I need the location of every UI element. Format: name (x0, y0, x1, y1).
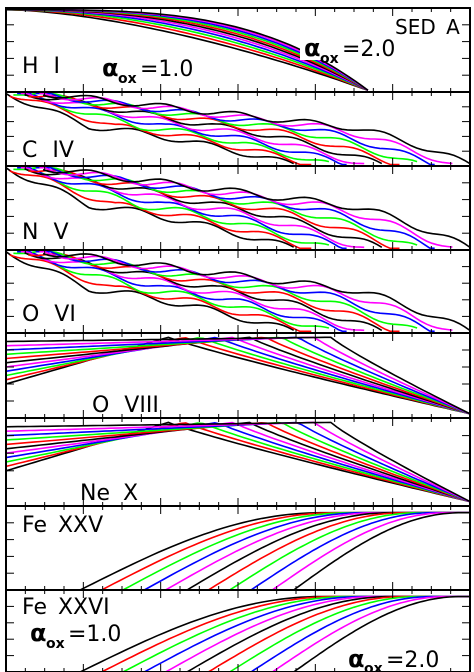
ion-curve-c-iv-alpha-1.8 (35, 92, 435, 166)
ion-curve-o-vi-alpha-1.1 (9, 254, 312, 333)
alpha-symbol: α (102, 54, 119, 82)
ion-curve-n-v-alpha-1.7 (31, 166, 418, 246)
alpha-symbol: α (348, 645, 365, 672)
panel-label-c-iv: C IV (22, 138, 74, 163)
ion-curve-o-vi-alpha-1.8 (35, 250, 435, 333)
ion-curve-fe-xxv-alpha-2.0 (293, 511, 470, 591)
ion-curve-o-viii-alpha-1.2 (5, 337, 471, 415)
panel-frame-layer (5, 7, 471, 672)
curve-layer (5, 8, 471, 672)
alpha-subscript: ox (118, 71, 137, 87)
ion-curve-c-iv-alpha-2.0 (42, 94, 471, 165)
ion-curve-c-iv-alpha-1.2 (13, 94, 330, 163)
ion-curve-c-iv-alpha-1.0 (5, 92, 295, 165)
ion-curve-c-iv-alpha-1.1 (9, 95, 312, 166)
panel-label-n-v: N V (22, 220, 69, 245)
ion-curve-o-vi-alpha-1.9 (39, 250, 453, 331)
ion-curve-o-vi-alpha-1.0 (5, 251, 295, 332)
ion-curve-o-vi-alpha-1.4 (20, 250, 365, 332)
ion-curve-n-v-alpha-1.0 (5, 167, 295, 248)
alpha-ox-annotation-bottom-right: α ox =2.0 (344, 645, 440, 672)
ion-curve-ne-x-alpha-1.2 (5, 422, 471, 503)
ion-curve-fe-xxvi-alpha-2.0 (293, 595, 470, 672)
alpha-value: =1.0 (140, 57, 193, 82)
panel-label-ne-x: Ne X (80, 481, 138, 506)
alpha-symbol: α (30, 619, 47, 647)
alpha-ox-annotation-top-left: α ox =1.0 (98, 54, 194, 87)
ion-curve-n-v-alpha-1.1 (9, 170, 312, 250)
alpha-ox-annotation-bottom-left: α ox =1.0 (26, 618, 121, 652)
ion-curve-n-v-alpha-1.8 (35, 166, 435, 250)
panel-label-fe-xxv: Fe XXV (22, 513, 103, 538)
ion-curve-c-iv-alpha-1.7 (31, 92, 418, 163)
ion-curve-n-v-alpha-1.9 (39, 166, 453, 248)
ion-curve-fe-xxvi-alpha-1.9 (271, 595, 470, 672)
ion-curve-c-iv-alpha-1.9 (39, 92, 453, 165)
alpha-value: =2.0 (342, 37, 395, 62)
ion-curve-n-v-alpha-2.0 (42, 168, 471, 249)
alpha-value: =1.0 (68, 622, 121, 647)
alpha-value: =2.0 (386, 648, 439, 672)
ion-curve-n-v-alpha-1.2 (13, 168, 330, 246)
ion-curve-ne-x-alpha-1.3 (5, 421, 471, 503)
sed-label: SED A (395, 15, 460, 39)
panel-label-o-viii: O VIII (92, 393, 159, 418)
ion-curve-o-vi-alpha-1.7 (31, 250, 418, 329)
ion-curve-h-i-alpha-1.0 (5, 8, 369, 92)
ion-curve-fe-xxv-alpha-1.9 (271, 511, 470, 591)
panel-frame (5, 589, 471, 672)
ion-curve-o-viii-alpha-1.3 (5, 336, 471, 415)
alpha-subscript: ox (46, 636, 65, 652)
panel-label-fe-xxvi: Fe XXVI (22, 595, 110, 620)
alpha-subscript: ox (320, 51, 339, 67)
alpha-symbol: α (304, 34, 321, 62)
ion-curve-o-vi-alpha-1.2 (13, 252, 330, 329)
ion-curve-o-viii-alpha-1.1 (5, 336, 471, 415)
ion-curve-h-i-alpha-1.1 (6, 8, 369, 92)
ion-curve-n-v-alpha-1.4 (20, 166, 365, 249)
ion-curve-ne-x-alpha-1.1 (5, 422, 471, 503)
panel-label-o-vi: O VI (22, 302, 76, 327)
alpha-subscript: ox (364, 661, 383, 672)
alpha-ox-annotation-top-right: α ox =2.0 (300, 34, 396, 67)
ion-curve-o-vi-alpha-2.0 (42, 252, 471, 332)
panel-label-h-i: H I (22, 54, 60, 79)
